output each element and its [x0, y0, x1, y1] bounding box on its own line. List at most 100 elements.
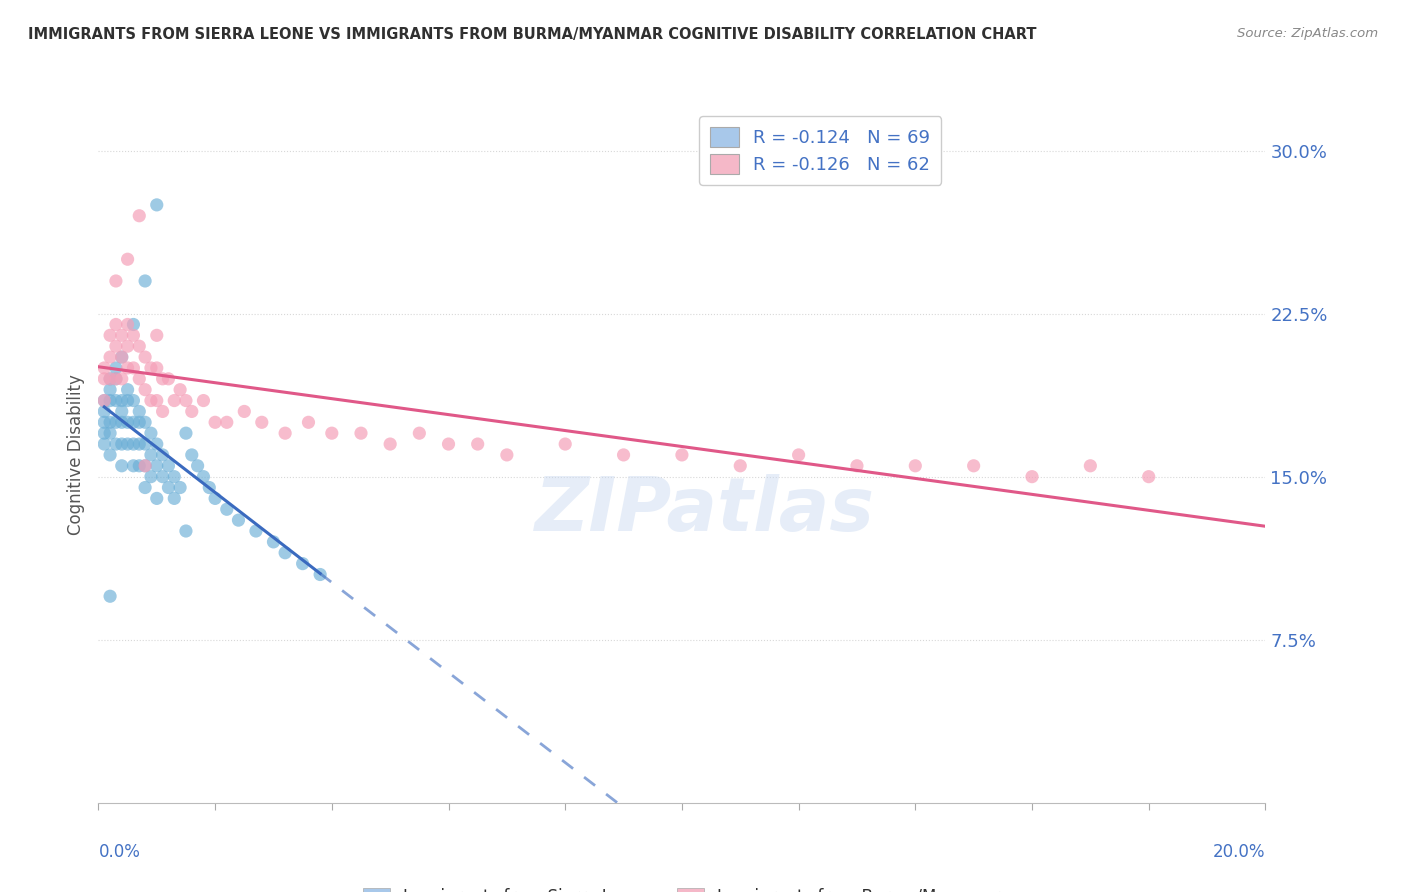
Point	[98, 383, 121, 397]
Text: ZIPatlas: ZIPatlas	[536, 474, 876, 547]
Point	[104, 415, 127, 429]
Point	[104, 372, 127, 386]
Point	[122, 437, 145, 451]
Point	[117, 252, 139, 267]
Point	[134, 437, 156, 451]
Point	[139, 426, 162, 441]
Point	[98, 328, 121, 343]
Point	[467, 437, 489, 451]
Point	[128, 437, 150, 451]
Point	[146, 393, 169, 408]
Point	[128, 415, 150, 429]
Text: Source: ZipAtlas.com: Source: ZipAtlas.com	[1237, 27, 1378, 40]
Text: 0.0%: 0.0%	[98, 843, 141, 861]
Point	[845, 458, 868, 473]
Point	[146, 198, 169, 212]
Point	[93, 426, 115, 441]
Point	[93, 393, 115, 408]
Point	[93, 415, 115, 429]
Point	[187, 458, 209, 473]
Point	[98, 372, 121, 386]
Point	[117, 339, 139, 353]
Point	[1080, 458, 1102, 473]
Point	[111, 350, 134, 364]
Point	[245, 524, 267, 538]
Point	[104, 393, 127, 408]
Point	[122, 415, 145, 429]
Point	[104, 339, 127, 353]
Point	[321, 426, 343, 441]
Point	[193, 469, 215, 483]
Y-axis label: Cognitive Disability: Cognitive Disability	[67, 375, 86, 535]
Point	[128, 372, 150, 386]
Point	[180, 404, 202, 418]
Point	[122, 318, 145, 332]
Point	[1021, 469, 1043, 483]
Point	[122, 328, 145, 343]
Point	[128, 339, 150, 353]
Point	[204, 415, 226, 429]
Point	[122, 360, 145, 375]
Point	[104, 437, 127, 451]
Point	[274, 426, 297, 441]
Legend: Immigrants from Sierra Leone, Immigrants from Burma/Myanmar: Immigrants from Sierra Leone, Immigrants…	[357, 881, 1007, 892]
Point	[134, 458, 156, 473]
Text: IMMIGRANTS FROM SIERRA LEONE VS IMMIGRANTS FROM BURMA/MYANMAR COGNITIVE DISABILI: IMMIGRANTS FROM SIERRA LEONE VS IMMIGRAN…	[28, 27, 1036, 42]
Point	[250, 415, 273, 429]
Point	[904, 458, 927, 473]
Point	[378, 437, 402, 451]
Point	[111, 404, 134, 418]
Point	[93, 437, 115, 451]
Point	[157, 458, 180, 473]
Text: 20.0%: 20.0%	[1213, 843, 1265, 861]
Point	[111, 350, 134, 364]
Point	[93, 372, 115, 386]
Point	[93, 404, 115, 418]
Point	[437, 437, 460, 451]
Point	[104, 360, 127, 375]
Point	[98, 372, 121, 386]
Point	[198, 481, 221, 495]
Point	[111, 437, 134, 451]
Point	[169, 383, 191, 397]
Point	[169, 481, 191, 495]
Point	[157, 372, 180, 386]
Point	[139, 360, 162, 375]
Point	[134, 458, 156, 473]
Point	[98, 426, 121, 441]
Point	[111, 393, 134, 408]
Point	[291, 557, 314, 571]
Point	[174, 524, 197, 538]
Point	[152, 372, 174, 386]
Point	[233, 404, 256, 418]
Point	[495, 448, 517, 462]
Point	[134, 274, 156, 288]
Point	[104, 318, 127, 332]
Point	[671, 448, 693, 462]
Point	[139, 448, 162, 462]
Point	[117, 318, 139, 332]
Point	[134, 481, 156, 495]
Point	[204, 491, 226, 506]
Point	[408, 426, 430, 441]
Point	[297, 415, 319, 429]
Point	[128, 404, 150, 418]
Point	[122, 393, 145, 408]
Point	[215, 502, 238, 516]
Point	[146, 491, 169, 506]
Point	[128, 209, 150, 223]
Point	[146, 458, 169, 473]
Point	[146, 328, 169, 343]
Point	[128, 458, 150, 473]
Point	[787, 448, 810, 462]
Point	[98, 350, 121, 364]
Point	[728, 458, 751, 473]
Point	[111, 372, 134, 386]
Point	[554, 437, 576, 451]
Point	[98, 589, 121, 603]
Point	[93, 360, 115, 375]
Point	[111, 328, 134, 343]
Point	[193, 393, 215, 408]
Point	[152, 448, 174, 462]
Point	[152, 404, 174, 418]
